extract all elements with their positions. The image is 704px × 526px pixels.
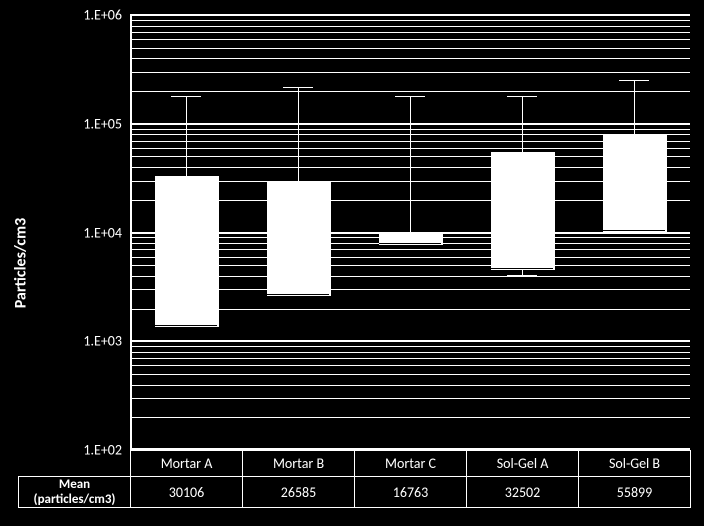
chart-stage: { "chart": { "type": "boxplot", "backgro… <box>0 0 704 526</box>
mean-value: 16763 <box>355 477 467 508</box>
category-label: Mortar C <box>355 451 467 477</box>
box-mortar-b <box>267 181 331 297</box>
y-tick-label: 1.E+05 <box>83 115 122 132</box>
mean-value: 32502 <box>467 477 579 508</box>
y-tick-label: 1.E+04 <box>83 224 122 241</box>
y-tick-label: 1.E+06 <box>83 7 122 24</box>
category-label: Mortar A <box>131 451 243 477</box>
category-label: Mortar B <box>243 451 355 477</box>
box-mortar-a <box>155 176 219 327</box>
category-label: Sol-Gel A <box>467 451 579 477</box>
box-sol-gel-a <box>491 152 555 270</box>
plot-area: 1.E+021.E+031.E+041.E+051.E+06 <box>130 15 690 450</box>
box-sol-gel-b <box>603 134 667 232</box>
mean-value: 30106 <box>131 477 243 508</box>
y-axis-label: Particles/cm3 <box>12 218 31 309</box>
y-tick-label: 1.E+03 <box>83 333 122 350</box>
mean-row-label: Mean (particles/cm3) <box>19 477 131 508</box>
mean-value: 55899 <box>579 477 691 508</box>
mean-value: 26585 <box>243 477 355 508</box>
category-label: Sol-Gel B <box>579 451 691 477</box>
data-table: Mortar AMortar BMortar CSol-Gel ASol-Gel… <box>18 450 691 508</box>
